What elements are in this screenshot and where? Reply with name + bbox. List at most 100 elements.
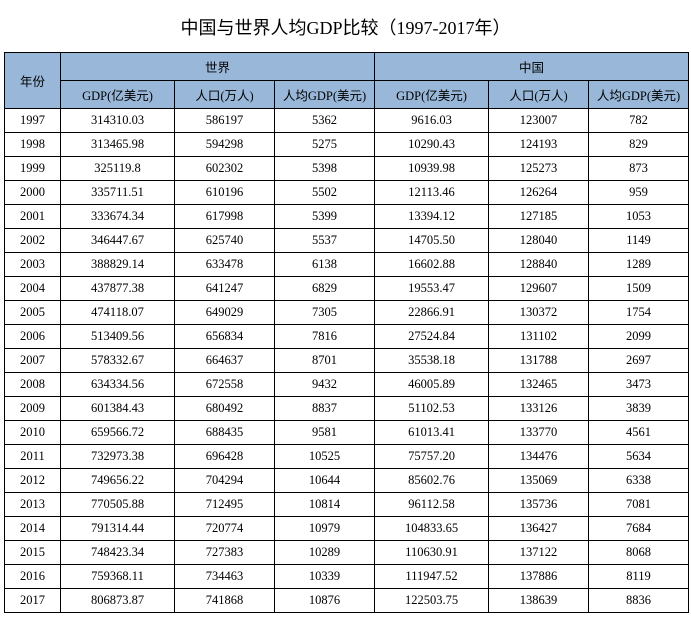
table-row: 2011732973.386964281052575757.2013447656… xyxy=(5,445,689,469)
header-china-pc: 人均GDP(美元) xyxy=(589,81,689,109)
cell-china_pop: 127185 xyxy=(489,205,589,229)
cell-world_pop: 734463 xyxy=(175,565,275,589)
table-row: 2014791314.4472077410979104833.651364277… xyxy=(5,517,689,541)
table-row: 2016759368.1173446310339111947.521378868… xyxy=(5,565,689,589)
cell-world_pop: 664637 xyxy=(175,349,275,373)
table-row: 1997314310.0358619753629616.03123007782 xyxy=(5,109,689,133)
cell-world_pc: 5398 xyxy=(275,157,375,181)
cell-world_pop: 641247 xyxy=(175,277,275,301)
cell-world_pop: 712495 xyxy=(175,493,275,517)
cell-world_pc: 10814 xyxy=(275,493,375,517)
cell-china_gdp: 85602.76 xyxy=(375,469,489,493)
cell-world_pc: 9581 xyxy=(275,421,375,445)
cell-china_gdp: 19553.47 xyxy=(375,277,489,301)
cell-world_gdp: 806873.87 xyxy=(61,589,175,613)
cell-china_pop: 135736 xyxy=(489,493,589,517)
cell-world_gdp: 748423.34 xyxy=(61,541,175,565)
cell-china_gdp: 12113.46 xyxy=(375,181,489,205)
cell-china_pc: 782 xyxy=(589,109,689,133)
cell-world_pop: 688435 xyxy=(175,421,275,445)
cell-world_pc: 6138 xyxy=(275,253,375,277)
cell-year: 2005 xyxy=(5,301,61,325)
cell-china_pc: 8119 xyxy=(589,565,689,589)
cell-world_gdp: 578332.67 xyxy=(61,349,175,373)
cell-year: 1997 xyxy=(5,109,61,133)
cell-china_gdp: 10939.98 xyxy=(375,157,489,181)
cell-year: 1999 xyxy=(5,157,61,181)
cell-world_pop: 586197 xyxy=(175,109,275,133)
cell-china_gdp: 14705.50 xyxy=(375,229,489,253)
cell-china_pc: 2099 xyxy=(589,325,689,349)
cell-china_pop: 126264 xyxy=(489,181,589,205)
cell-china_pop: 130372 xyxy=(489,301,589,325)
gdp-comparison-table: 年份 世界 中国 GDP(亿美元) 人口(万人) 人均GDP(美元) GDP(亿… xyxy=(4,52,689,613)
cell-year: 2011 xyxy=(5,445,61,469)
table-row: 1998313465.98594298527510290.43124193829 xyxy=(5,133,689,157)
table-header: 年份 世界 中国 GDP(亿美元) 人口(万人) 人均GDP(美元) GDP(亿… xyxy=(5,53,689,109)
cell-year: 2014 xyxy=(5,517,61,541)
cell-china_pc: 1149 xyxy=(589,229,689,253)
cell-world_pop: 617998 xyxy=(175,205,275,229)
cell-china_gdp: 22866.91 xyxy=(375,301,489,325)
table-row: 2001333674.34617998539913394.12127185105… xyxy=(5,205,689,229)
cell-china_pop: 137122 xyxy=(489,541,589,565)
table-body: 1997314310.0358619753629616.031230077821… xyxy=(5,109,689,613)
table-row: 2006513409.56656834781627524.84131102209… xyxy=(5,325,689,349)
cell-world_pc: 10644 xyxy=(275,469,375,493)
cell-china_gdp: 104833.65 xyxy=(375,517,489,541)
cell-world_pop: 680492 xyxy=(175,397,275,421)
cell-china_pc: 959 xyxy=(589,181,689,205)
cell-china_pop: 128040 xyxy=(489,229,589,253)
header-china-gdp: GDP(亿美元) xyxy=(375,81,489,109)
cell-world_gdp: 388829.14 xyxy=(61,253,175,277)
cell-year: 1998 xyxy=(5,133,61,157)
cell-china_pop: 125273 xyxy=(489,157,589,181)
cell-year: 2010 xyxy=(5,421,61,445)
cell-china_pc: 7081 xyxy=(589,493,689,517)
cell-china_pc: 8836 xyxy=(589,589,689,613)
cell-world_gdp: 732973.38 xyxy=(61,445,175,469)
cell-year: 2003 xyxy=(5,253,61,277)
cell-china_pop: 129607 xyxy=(489,277,589,301)
cell-china_pop: 128840 xyxy=(489,253,589,277)
cell-world_gdp: 346447.67 xyxy=(61,229,175,253)
cell-china_gdp: 111947.52 xyxy=(375,565,489,589)
cell-world_gdp: 791314.44 xyxy=(61,517,175,541)
cell-year: 2017 xyxy=(5,589,61,613)
table-container: 中国与世界人均GDP比较（1997-2017年） 年份 世界 中国 GDP(亿美… xyxy=(0,0,691,617)
cell-year: 2002 xyxy=(5,229,61,253)
cell-china_pc: 1754 xyxy=(589,301,689,325)
cell-china_gdp: 51102.53 xyxy=(375,397,489,421)
cell-world_pc: 10876 xyxy=(275,589,375,613)
cell-world_gdp: 513409.56 xyxy=(61,325,175,349)
cell-china_gdp: 96112.58 xyxy=(375,493,489,517)
cell-china_pc: 1053 xyxy=(589,205,689,229)
cell-world_gdp: 749656.22 xyxy=(61,469,175,493)
cell-world_pc: 6829 xyxy=(275,277,375,301)
cell-year: 2008 xyxy=(5,373,61,397)
cell-world_pc: 8701 xyxy=(275,349,375,373)
cell-world_gdp: 314310.03 xyxy=(61,109,175,133)
cell-china_pc: 873 xyxy=(589,157,689,181)
cell-world_gdp: 474118.07 xyxy=(61,301,175,325)
table-row: 2004437877.38641247682919553.47129607150… xyxy=(5,277,689,301)
cell-world_pc: 8837 xyxy=(275,397,375,421)
cell-china_pc: 1289 xyxy=(589,253,689,277)
cell-china_gdp: 110630.91 xyxy=(375,541,489,565)
table-row: 2013770505.887124951081496112.5813573670… xyxy=(5,493,689,517)
cell-china_gdp: 13394.12 xyxy=(375,205,489,229)
cell-world_gdp: 601384.43 xyxy=(61,397,175,421)
table-row: 2000335711.51610196550212113.46126264959 xyxy=(5,181,689,205)
cell-china_pc: 3473 xyxy=(589,373,689,397)
cell-year: 2004 xyxy=(5,277,61,301)
cell-china_pop: 134476 xyxy=(489,445,589,469)
cell-china_gdp: 61013.41 xyxy=(375,421,489,445)
cell-world_gdp: 770505.88 xyxy=(61,493,175,517)
cell-china_pop: 124193 xyxy=(489,133,589,157)
header-world-pc: 人均GDP(美元) xyxy=(275,81,375,109)
cell-world_gdp: 313465.98 xyxy=(61,133,175,157)
cell-world_pop: 625740 xyxy=(175,229,275,253)
cell-world_pop: 704294 xyxy=(175,469,275,493)
cell-china_gdp: 10290.43 xyxy=(375,133,489,157)
cell-world_pc: 10525 xyxy=(275,445,375,469)
